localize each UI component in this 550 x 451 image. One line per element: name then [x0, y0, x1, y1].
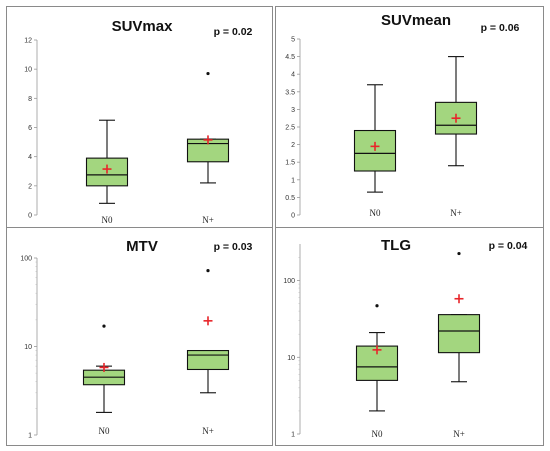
suvmean-p-value: p = 0.06: [481, 22, 520, 34]
chart-mtv: MTV p = 0.03 1 10 100 N0 N+: [20, 238, 253, 440]
mtv-y-tick-label: 100: [20, 256, 32, 263]
suvmean-y-tick-label: 2: [291, 142, 295, 149]
suvmax-y-tick-label: 4: [28, 154, 32, 161]
chart-panel-tlg: TLG p = 0.04 1 10 100 N0 N+: [275, 227, 544, 446]
tlg-p-value: p = 0.04: [489, 240, 528, 252]
suvmean-y-tick-label: 3.5: [285, 89, 295, 96]
tlg-y-tick-label: 10: [287, 355, 295, 362]
mtv-y-tick-label: 10: [24, 344, 32, 351]
chart-panel-suvmax: SUVmax p = 0.02 0 2 4 6 8 10 12 N0 N+: [6, 6, 273, 228]
suvmean-y-tick-label: 4: [291, 72, 295, 79]
tlg-outlier: [457, 251, 461, 256]
suvmax-outlier: [206, 71, 210, 76]
suvmax-p-value: p = 0.02: [214, 26, 253, 38]
suvmax-category-label: N0: [102, 215, 113, 225]
suvmax-y-tick-label: 2: [28, 183, 32, 190]
mtv-box-N+: [186, 349, 230, 371]
suvmax-y-tick-label: 6: [28, 125, 32, 132]
chart-suvmean: SUVmean p = 0.06 0 0.5 1 1.5 2 2.5 3 3.5 4 4.5 5 N0 N+: [285, 12, 520, 220]
mtv-outlier: [206, 269, 210, 273]
mtv-category-label: N0: [99, 426, 110, 436]
suvmean-y-tick-label: 1: [291, 177, 295, 184]
suvmax-title: SUVmax: [112, 18, 174, 35]
suvmax-y-tick-label: 12: [24, 38, 32, 45]
suvmean-category-label: N0: [370, 208, 381, 218]
chart-tlg: TLG p = 0.04 1 10 100 N0 N+: [283, 237, 528, 439]
chart-suvmax: SUVmax p = 0.02 0 2 4 6 8 10 12 N0 N+: [24, 18, 253, 225]
suvmean-y-tick-label: 2.5: [285, 125, 295, 132]
suvmax-y-tick-label: 10: [24, 67, 32, 74]
suvmax-y-tick-label: 0: [28, 213, 32, 220]
suvmax-y-tick-label: 8: [28, 96, 32, 103]
tlg-title: TLG: [381, 237, 411, 254]
chart-panel-suvmean: SUVmean p = 0.06 0 0.5 1 1.5 2 2.5 3 3.5 4 4.5 5 N0 N+: [275, 6, 544, 228]
suvmean-y-tick-label: 0.5: [285, 195, 295, 202]
tlg-category-label: N+: [453, 429, 465, 439]
suvmean-y-tick-label: 1.5: [285, 160, 295, 167]
suvmax-category-label: N+: [202, 215, 214, 225]
suvmean-y-tick-label: 3: [291, 107, 295, 114]
tlg-y-tick-label: 100: [283, 278, 295, 285]
suvmean-y-tick-label: 5: [291, 37, 295, 44]
suvmean-title: SUVmean: [381, 12, 451, 29]
mtv-title: MTV: [126, 238, 158, 255]
mtv-y-tick-label: 1: [28, 433, 32, 440]
tlg-y-tick-label: 1: [291, 432, 295, 439]
suvmean-category-label: N+: [450, 208, 462, 218]
suvmean-y-tick-label: 4.5: [285, 54, 295, 61]
mtv-category-label: N+: [202, 426, 214, 436]
suvmean-y-tick-label: 0: [291, 213, 295, 220]
tlg-box-N+: [437, 314, 481, 354]
tlg-outlier: [375, 304, 379, 308]
chart-panel-mtv: MTV p = 0.03 1 10 100 N0 N+: [6, 227, 273, 446]
mtv-outlier: [102, 324, 106, 328]
mtv-p-value: p = 0.03: [214, 241, 253, 253]
tlg-category-label: N0: [372, 429, 383, 439]
